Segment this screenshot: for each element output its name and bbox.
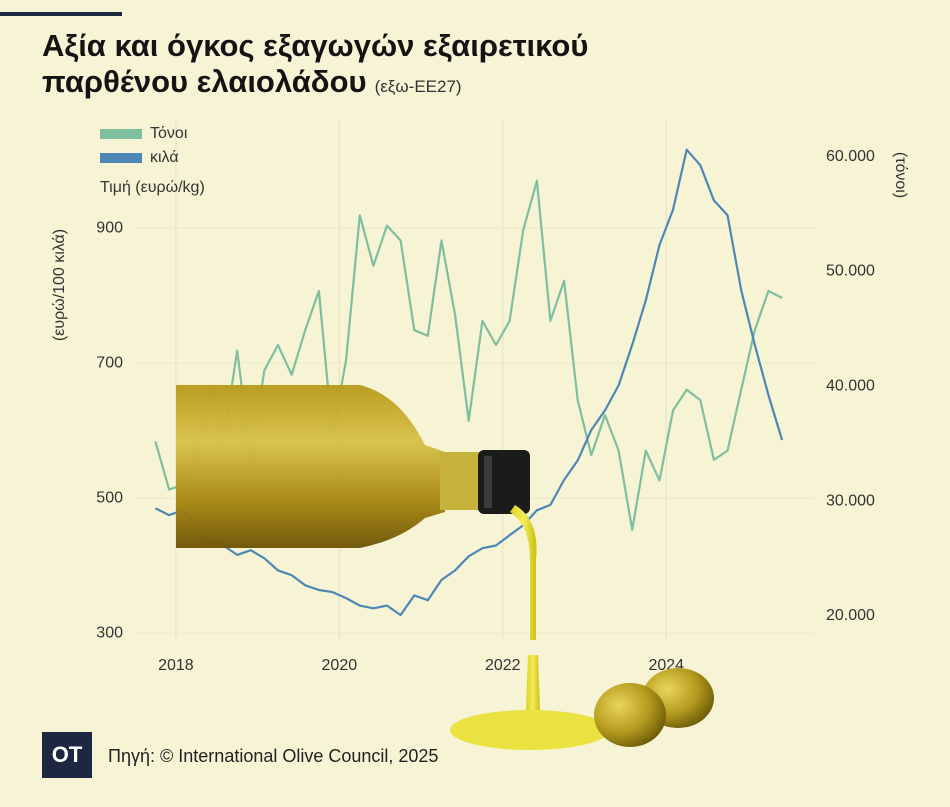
legend-label: Τόνοι: [150, 125, 188, 142]
y-tick-label: 900: [96, 219, 123, 236]
y2-axis-label: (τόνοι): [892, 152, 909, 198]
y2-tick-label: 60.000: [826, 148, 875, 165]
legend-swatch: [100, 153, 142, 163]
logo: OT: [42, 732, 92, 778]
chart-title: Αξία και όγκος εξαγωγών εξαιρετικού παρθ…: [42, 28, 588, 105]
legend: Τόνοι κιλά Τιμή (ευρώ/kg): [100, 125, 205, 196]
title-line-2: παρθένου ελαιολάδου: [42, 64, 367, 99]
legend-swatch: [100, 129, 142, 139]
y-tick-label: 700: [96, 354, 123, 371]
y-axis-label: (ευρώ/100 κιλά): [51, 229, 68, 341]
x-tick-label: 2020: [322, 657, 358, 674]
y-tick-label: 300: [96, 624, 123, 641]
top-bar: [0, 12, 122, 16]
x-tick-label: 2022: [485, 657, 521, 674]
legend-label: κιλά: [150, 149, 179, 166]
subtitle: (εξω-ΕΕ27): [374, 77, 462, 96]
y2-tick-label: 50.000: [826, 263, 875, 280]
series-line: [154, 148, 784, 617]
bottle-illustration: [176, 385, 714, 750]
source: Πηγή: © International Olive Council, 202…: [108, 746, 439, 766]
y2-tick-label: 40.000: [826, 378, 875, 395]
y2-tick-label: 20.000: [826, 607, 875, 624]
title-line: Αξία και όγκος εξαγωγών εξαιρετικού: [42, 28, 589, 63]
y2-tick-label: 30.000: [826, 492, 875, 509]
y-tick-label: 500: [96, 489, 123, 506]
title-line: παρθένου ελαιολάδου (εξω-ΕΕ27): [42, 64, 588, 105]
x-tick-label: 2018: [158, 657, 194, 674]
legend-note: Τιμή (ευρώ/kg): [100, 179, 205, 196]
